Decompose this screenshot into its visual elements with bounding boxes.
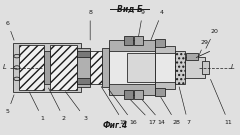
Text: 20: 20 <box>206 29 218 48</box>
Bar <box>90 51 102 84</box>
Text: 1: 1 <box>29 92 44 121</box>
Bar <box>77 48 90 87</box>
Text: 7: 7 <box>179 87 190 125</box>
Bar <box>155 46 175 89</box>
Bar <box>109 40 155 95</box>
Bar <box>134 36 143 45</box>
Bar <box>155 53 175 82</box>
Bar <box>127 53 155 82</box>
Text: 17: 17 <box>130 99 156 125</box>
Bar <box>77 78 90 84</box>
Text: 28: 28 <box>161 97 180 125</box>
Text: 2: 2 <box>48 88 66 121</box>
Bar <box>109 51 155 84</box>
Text: 5: 5 <box>6 95 14 114</box>
Text: 16: 16 <box>108 89 137 125</box>
Text: Фиг.4: Фиг.4 <box>103 121 128 130</box>
Text: 14: 14 <box>142 100 166 125</box>
Bar <box>155 88 165 96</box>
Text: L: L <box>231 65 235 70</box>
Bar <box>44 51 50 84</box>
Bar <box>155 39 165 47</box>
Bar <box>134 90 143 99</box>
Text: L: L <box>3 65 7 70</box>
Bar <box>13 43 81 92</box>
Bar <box>202 61 210 74</box>
Text: 15: 15 <box>101 87 127 125</box>
Bar <box>50 45 77 90</box>
Text: 29: 29 <box>199 40 209 56</box>
Bar <box>186 53 198 60</box>
Bar <box>102 48 109 87</box>
Text: 6: 6 <box>6 21 14 40</box>
Text: 3: 3 <box>66 92 87 121</box>
Bar <box>18 45 44 90</box>
Bar <box>175 51 185 84</box>
Text: 4: 4 <box>151 10 164 40</box>
Text: Вид Б: Вид Б <box>117 5 143 14</box>
Bar <box>124 36 133 45</box>
Bar <box>124 90 133 99</box>
Text: 11: 11 <box>210 79 233 125</box>
Text: 8: 8 <box>88 10 92 40</box>
Bar <box>185 58 205 77</box>
Text: 9: 9 <box>138 10 145 37</box>
Bar <box>77 51 90 57</box>
